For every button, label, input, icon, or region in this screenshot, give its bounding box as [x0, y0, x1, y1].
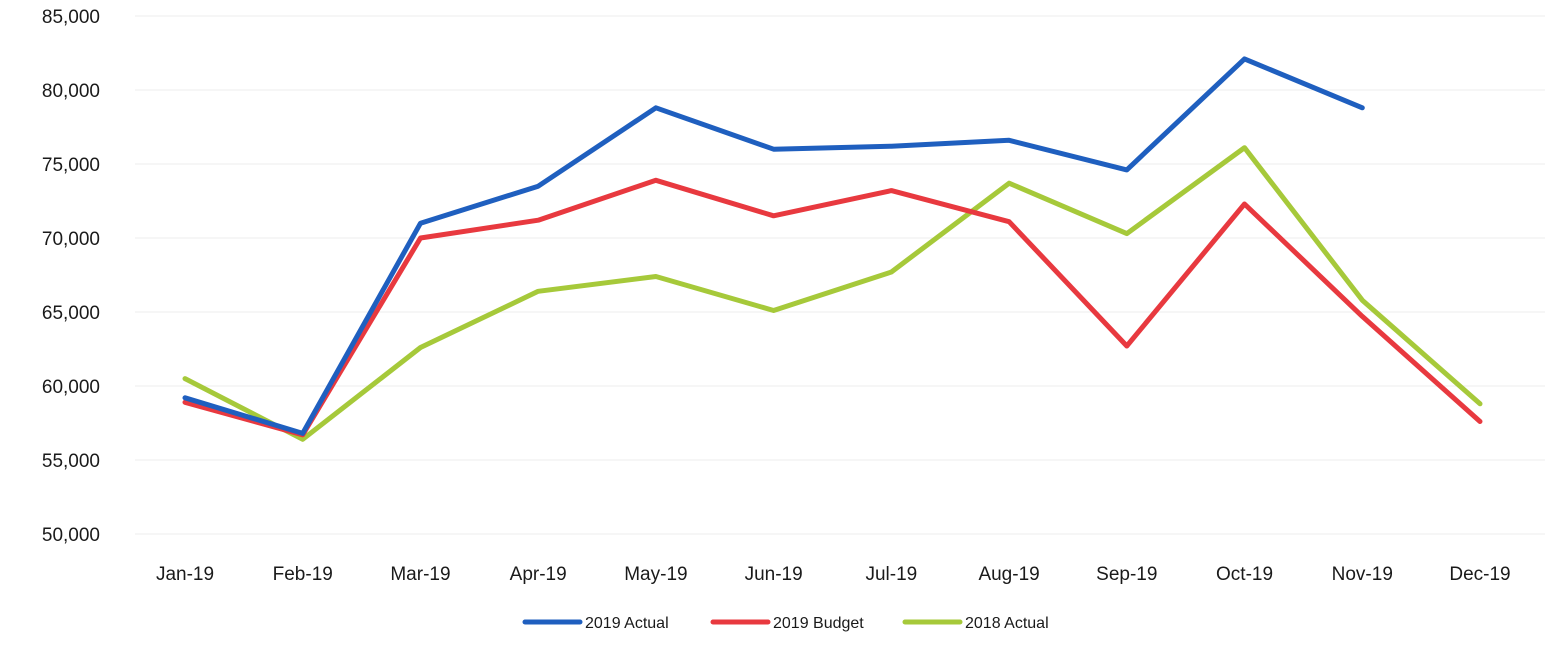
legend-label: 2019 Budget	[773, 615, 864, 632]
x-tick-label: Jan-19	[156, 564, 214, 585]
y-tick-label: 85,000	[42, 7, 100, 28]
y-tick-label: 65,000	[42, 303, 100, 324]
y-tick-label: 55,000	[42, 451, 100, 472]
x-tick-label: Jun-19	[745, 564, 803, 585]
y-tick-label: 75,000	[42, 155, 100, 176]
legend-item-2019-budget: 2019 Budget	[710, 615, 864, 632]
x-tick-label: Mar-19	[390, 564, 450, 585]
y-tick-label: 80,000	[42, 81, 100, 102]
x-tick-label: Jul-19	[865, 564, 917, 585]
legend-label: 2018 Actual	[965, 615, 1049, 632]
x-tick-label: Dec-19	[1449, 564, 1510, 585]
x-tick-label: May-19	[624, 564, 687, 585]
legend-item-2018-actual: 2018 Actual	[902, 615, 1049, 632]
legend-label: 2019 Actual	[585, 615, 669, 632]
y-axis-ticks: 50,000 55,000 60,000 65,000 70,000 75,000 80,0…	[42, 7, 100, 546]
x-tick-label: Feb-19	[273, 564, 333, 585]
x-axis-ticks: Jan-19 Feb-19 Mar-19 Apr-19 May-19 Jun-19 Jul-…	[156, 564, 1511, 585]
x-tick-label: Oct-19	[1216, 564, 1273, 585]
series-line-2019-actual	[182, 56, 1365, 436]
legend-item-2019-actual: 2019 Actual	[522, 615, 669, 632]
x-tick-label: Sep-19	[1096, 564, 1157, 585]
y-tick-label: 70,000	[42, 229, 100, 250]
x-tick-label: Apr-19	[510, 564, 567, 585]
series-lines	[182, 56, 1483, 442]
x-tick-label: Aug-19	[978, 564, 1039, 585]
x-tick-label: Nov-19	[1332, 564, 1393, 585]
legend: 2019 Actual 2019 Budget 2018 Actual	[522, 615, 1049, 632]
y-tick-label: 60,000	[42, 377, 100, 398]
series-line-2019-budget	[182, 177, 1483, 438]
y-tick-label: 50,000	[42, 525, 100, 546]
series-line-2018-actual	[182, 145, 1483, 442]
